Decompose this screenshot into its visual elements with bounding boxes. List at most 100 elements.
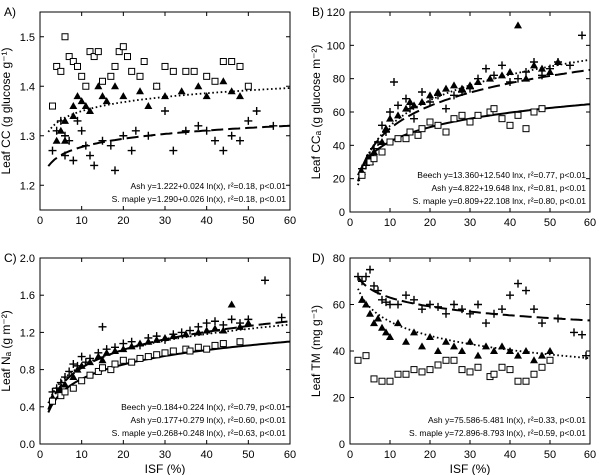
data-point-plus (136, 341, 144, 350)
data-point-triangle (514, 21, 522, 29)
data-point-plus (386, 300, 394, 309)
data-point-square (61, 388, 69, 396)
data-point-square (498, 115, 506, 123)
data-point-plus (111, 166, 119, 175)
fit-equation-label: S. maple y=0.268+0.248 ln(x), r²=0.63, p… (112, 428, 287, 438)
data-point-square (69, 384, 77, 392)
data-point-plus (506, 291, 514, 300)
panel-d: D) 0 10 20 30 40 50 60 0 20 40 60 80 Leaf TM (mg g⁻¹)… (309, 251, 596, 475)
y-tick-label: 40 (333, 346, 345, 358)
data-point-square (186, 347, 194, 355)
data-point-square (211, 341, 219, 349)
data-point-plus (211, 317, 219, 326)
data-point-plus (186, 326, 194, 335)
data-point-triangle (52, 136, 61, 144)
data-point-square (78, 72, 86, 80)
data-point-triangle (86, 107, 94, 114)
data-point-square (434, 121, 442, 129)
data-point-square (228, 58, 236, 65)
data-point-plus (514, 74, 522, 83)
data-point-square (107, 366, 115, 374)
fit-equation-label: Ash y=75.586-5.481 ln(x), r²=0.33, p<0.0… (428, 415, 586, 425)
y-tick-label: 1.2 (20, 327, 35, 339)
data-point-triangle (490, 347, 498, 354)
fit-equation-label: Ash y=4.822+19.648 lnx, r²=0.81, p<0.01 (431, 183, 586, 193)
x-tick-label: 60 (584, 449, 596, 461)
data-point-triangle (426, 91, 434, 99)
data-point-plus (566, 61, 574, 70)
data-point-plus (538, 71, 546, 80)
data-point-triangle (418, 98, 426, 105)
panel-label: B) (312, 5, 324, 19)
data-point-plus (366, 151, 374, 160)
y-axis-label: Leaf TM (mg g⁻¹) (309, 305, 323, 397)
data-point-plus (386, 108, 394, 116)
panel-label: D) (312, 251, 325, 265)
data-point-square (57, 392, 65, 400)
data-point-plus (90, 161, 99, 170)
data-point-plus (514, 279, 522, 288)
x-tick-label: 0 (347, 217, 353, 229)
data-point-plus (538, 319, 546, 328)
data-point-square (386, 138, 394, 146)
fit-curve-s-maple (47, 323, 291, 404)
data-point-plus (498, 305, 506, 314)
data-point-plus (69, 360, 78, 369)
data-point-triangle (458, 347, 466, 354)
data-point-plus (219, 320, 228, 329)
data-point-plus (277, 313, 286, 322)
data-point-plus (244, 116, 253, 125)
data-point-plus (202, 319, 211, 328)
data-point-plus (181, 126, 190, 135)
y-tick-label: 20 (333, 174, 345, 186)
data-point-plus (434, 302, 442, 311)
data-point-plus (394, 300, 402, 309)
data-point-triangle (69, 111, 78, 119)
x-tick-label: 50 (544, 449, 556, 461)
data-point-triangle (202, 92, 211, 100)
panel-c: C) 0 10 20 30 40 50 60 0.0 0.4 0.8 1.2 1.6 2.0 Leaf Nₐ… (0, 251, 296, 475)
data-point-triangle (410, 101, 418, 109)
data-point-square (394, 370, 402, 378)
data-point-plus (546, 64, 554, 73)
y-tick-label: 1.6 (20, 290, 35, 302)
data-point-plus (570, 328, 578, 337)
data-point-plus (402, 94, 410, 103)
y-tick-label: 80 (333, 74, 345, 86)
data-point-plus (81, 141, 90, 150)
y-tick-label: 0.8 (20, 365, 35, 377)
x-tick-label: 30 (464, 217, 476, 229)
data-point-plus (48, 146, 57, 155)
data-point-plus (450, 91, 458, 100)
data-point-triangle (538, 351, 546, 359)
y-tick-label: 120 (327, 7, 345, 19)
data-point-triangle (370, 319, 378, 327)
data-point-plus (73, 361, 82, 370)
x-tick-label: 60 (284, 215, 296, 227)
x-axis-label: ISF (%) (450, 462, 491, 475)
data-point-plus (169, 146, 178, 155)
data-point-triangle (177, 87, 186, 95)
data-point-plus (52, 126, 61, 135)
data-point-square (514, 111, 522, 119)
data-point-square (418, 125, 426, 133)
data-point-triangle (530, 356, 538, 364)
data-point-plus (374, 138, 382, 146)
data-point-square (490, 105, 498, 113)
x-tick-label: 20 (424, 449, 436, 461)
data-point-plus (426, 300, 434, 309)
data-point-plus (466, 84, 474, 93)
data-point-triangle (69, 373, 78, 381)
data-point-square (144, 353, 152, 361)
y-tick-label: 0.4 (20, 402, 35, 414)
data-point-plus (410, 114, 418, 123)
data-point-square (107, 72, 115, 80)
data-point-plus (227, 315, 236, 324)
data-point-triangle (498, 71, 506, 79)
data-point-plus (236, 319, 244, 328)
data-point-plus (111, 343, 119, 352)
data-point-square (522, 377, 530, 385)
data-point-square (474, 111, 482, 119)
data-point-square (65, 53, 73, 61)
fit-equation-label: Beech y=0.184+0.224 ln(x), r²=0.79, p<0.… (121, 402, 286, 412)
